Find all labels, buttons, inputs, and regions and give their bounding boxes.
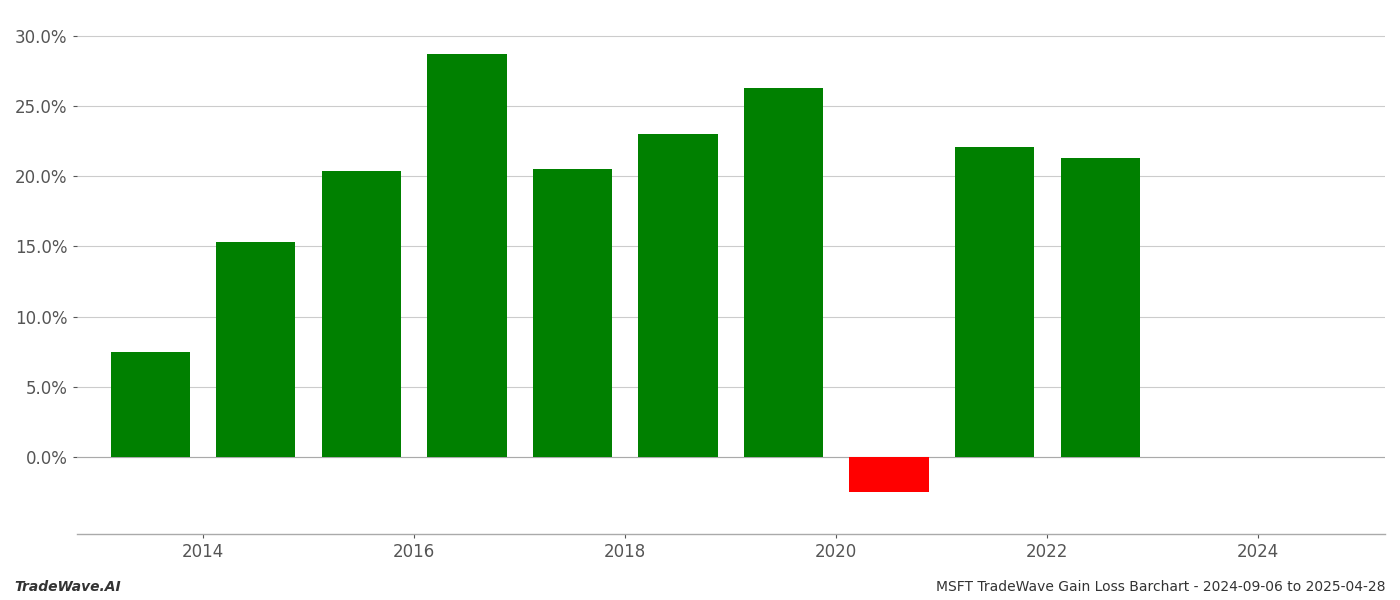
- Bar: [743, 88, 823, 457]
- Bar: [533, 169, 612, 457]
- Text: TradeWave.AI: TradeWave.AI: [14, 580, 120, 594]
- Bar: [427, 54, 507, 457]
- Bar: [638, 134, 718, 457]
- Bar: [322, 170, 400, 457]
- Bar: [955, 147, 1035, 457]
- Text: MSFT TradeWave Gain Loss Barchart - 2024-09-06 to 2025-04-28: MSFT TradeWave Gain Loss Barchart - 2024…: [937, 580, 1386, 594]
- Bar: [1061, 158, 1140, 457]
- Bar: [217, 242, 295, 457]
- Bar: [850, 457, 928, 492]
- Bar: [111, 352, 190, 457]
